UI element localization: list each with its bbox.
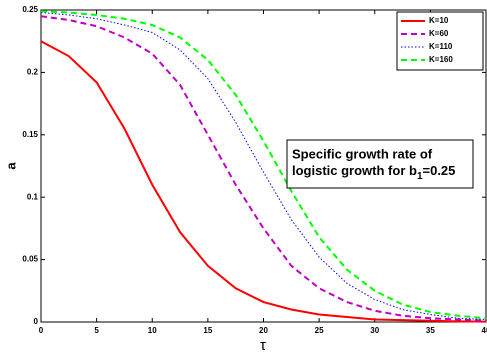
x-tick-label: 25 xyxy=(315,326,324,335)
x-tick-label: 30 xyxy=(370,326,379,335)
x-axis-label: τ xyxy=(260,337,266,354)
x-tick-label: 10 xyxy=(148,326,157,335)
x-tick-label: 35 xyxy=(426,326,435,335)
y-tick-label: 0.15 xyxy=(22,130,38,139)
annotation-part: =0.25 xyxy=(423,163,456,178)
annotation-box xyxy=(286,139,474,189)
legend-label: K=10 xyxy=(429,16,449,25)
x-tick-label: 5 xyxy=(94,326,99,335)
annotation-part: logistic growth for b xyxy=(292,163,417,178)
legend-label: K=110 xyxy=(429,42,453,51)
y-tick-label: 0 xyxy=(34,317,39,326)
line-series xyxy=(40,12,487,320)
x-tick-label: 40 xyxy=(482,326,487,335)
x-tick-label: 20 xyxy=(259,326,268,335)
y-tick-label: 0.2 xyxy=(27,68,39,77)
annotation-line: Specific growth rate of xyxy=(292,146,433,161)
y-tick-label: 0.25 xyxy=(22,5,38,14)
y-tick-label: 0.05 xyxy=(22,255,38,264)
y-axis-label: a xyxy=(3,162,18,170)
x-tick-label: 15 xyxy=(203,326,212,335)
annotation-part: 1 xyxy=(417,171,423,182)
annotation-line: logistic growth for b1=0.25 xyxy=(292,163,455,181)
legend-label: K=60 xyxy=(429,29,449,38)
y-tick-label: 0.1 xyxy=(27,192,39,201)
line-series xyxy=(40,40,487,323)
line-series xyxy=(40,10,487,320)
legend-label: K=160 xyxy=(429,55,453,64)
x-tick-label: 0 xyxy=(39,326,44,335)
